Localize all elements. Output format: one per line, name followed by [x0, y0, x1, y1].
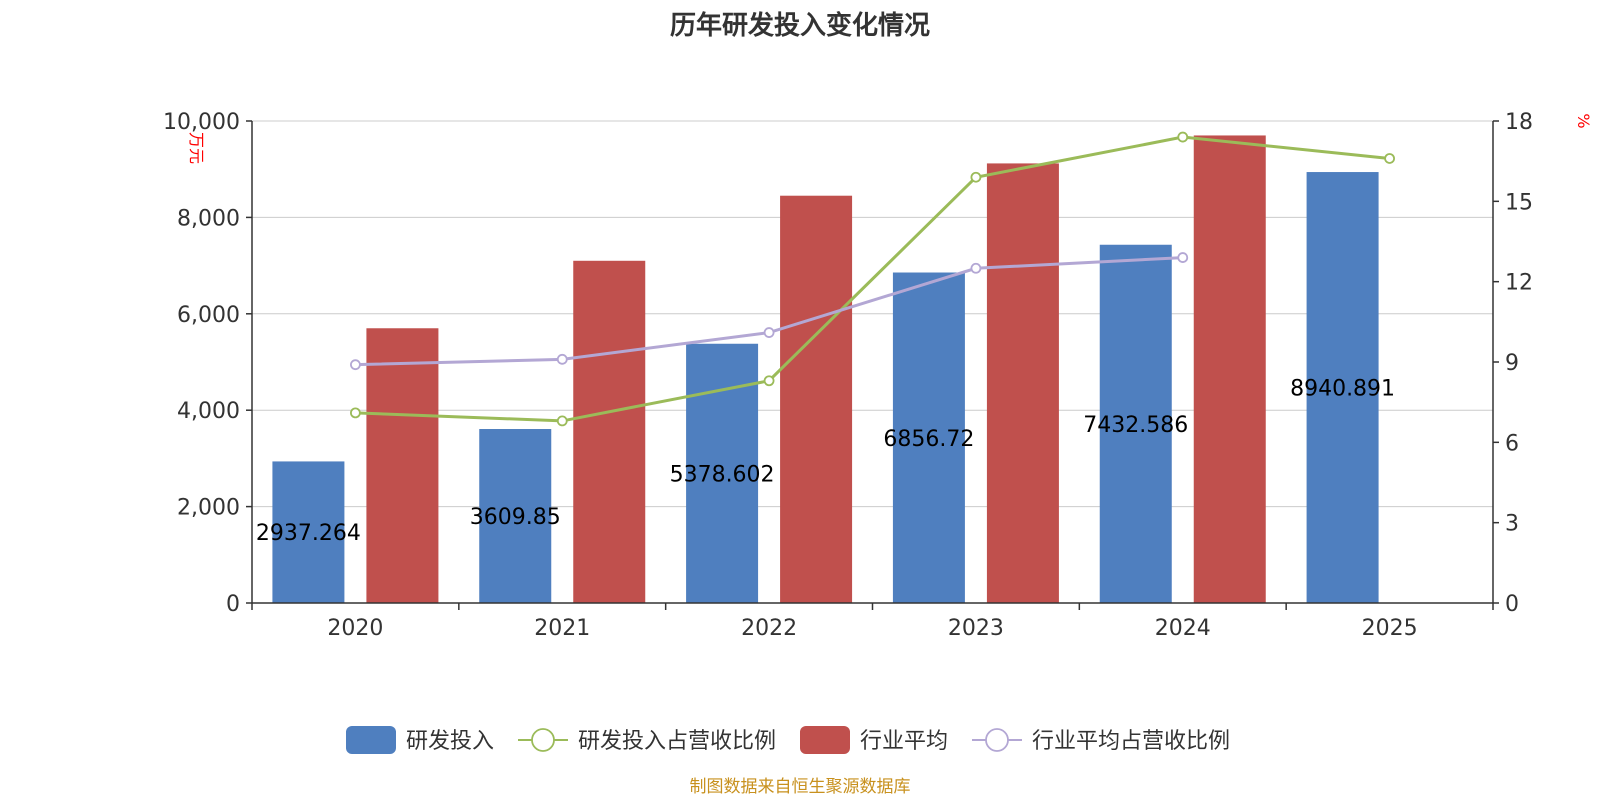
x-tick-label: 2021: [534, 616, 590, 641]
legend-label: 行业平均: [860, 729, 948, 754]
y-left-tick-label: 4,000: [177, 399, 240, 424]
bar-rd-investment: [686, 343, 759, 603]
line-point: [1177, 131, 1189, 143]
grid-lines: [252, 120, 1493, 508]
y-right-tick-label: 6: [1505, 431, 1519, 456]
x-tick-label: 2024: [1155, 616, 1211, 641]
bar-industry-average: [780, 195, 853, 603]
lines: [350, 131, 1395, 427]
line-point: [970, 171, 982, 183]
axes: 0 2,000 4,000 6,000 8,000 10,000 0 3 6 9 12 15 18 202…: [163, 110, 1533, 641]
bar-rd-investment: [892, 272, 965, 603]
line-point: [556, 353, 568, 365]
y-left-tick-label: 10,000: [163, 110, 240, 135]
bar-labels: 2937.264 3609.85 5378.602 6856.72 7432.586 89…: [256, 377, 1395, 547]
y-right-tick-label: 0: [1505, 592, 1519, 617]
bar-rd-investment: [1099, 244, 1172, 603]
bar-industry-average: [1193, 135, 1266, 603]
line-point: [556, 415, 568, 427]
bar-data-label: 6856.72: [883, 427, 974, 452]
y-left-tick-label: 8,000: [177, 206, 240, 231]
legend-label: 研发投入占营收比例: [578, 729, 776, 754]
bar-industry-average: [573, 260, 646, 603]
line-point: [763, 375, 775, 387]
legend-swatch-marker: [985, 728, 1009, 752]
x-tick-label: 2025: [1362, 616, 1418, 641]
y-right-tick-label: 18: [1505, 110, 1533, 135]
y-right-tick-label: 3: [1505, 512, 1519, 537]
line-point: [763, 327, 775, 338]
line-point: [350, 359, 361, 371]
right-axis-unit: %: [1574, 113, 1593, 128]
y-right-tick-label: 9: [1505, 351, 1519, 376]
bar-industry-average: [986, 163, 1059, 603]
legend-swatch-bar: [800, 726, 850, 754]
x-tick-label: 2020: [327, 616, 383, 641]
line-point: [1177, 252, 1189, 263]
y-left-tick-label: 0: [226, 592, 240, 617]
chart-title: 历年研发投入变化情况: [670, 10, 930, 41]
bars: [272, 135, 1379, 603]
legend-label: 行业平均占营收比例: [1032, 729, 1230, 754]
y-left-tick-label: 6,000: [177, 303, 240, 328]
bar-industry-average: [366, 328, 439, 603]
line-rd-ratio: [355, 135, 1390, 423]
left-axis-unit: 万元: [187, 132, 206, 164]
legend: 研发投入 研发投入占营收比例 行业平均 行业平均占营收比例: [346, 726, 1230, 754]
legend-label: 研发投入: [406, 729, 494, 754]
bar-data-label: 2937.264: [256, 521, 361, 546]
x-tick-label: 2023: [948, 616, 1004, 641]
legend-swatch-bar: [346, 726, 396, 754]
y-left-tick-label: 2,000: [177, 496, 240, 521]
y-right-tick-label: 12: [1505, 271, 1533, 296]
bar-rd-investment: [1306, 172, 1379, 603]
line-point: [970, 262, 982, 274]
bar-rd-investment: [479, 429, 552, 603]
bar-data-label: 7432.586: [1083, 413, 1188, 438]
y-right-tick-label: 15: [1505, 190, 1533, 215]
source-note: 制图数据来自恒生聚源数据库: [690, 777, 911, 797]
bar-rd-investment: [272, 461, 345, 603]
legend-swatch-marker: [531, 728, 555, 752]
bar-data-label: 8940.891: [1290, 377, 1395, 402]
x-tick-label: 2022: [741, 616, 797, 641]
bar-data-label: 5378.602: [670, 462, 775, 487]
line-point: [1384, 153, 1395, 164]
bar-data-label: 3609.85: [470, 505, 561, 530]
line-point: [350, 407, 361, 419]
